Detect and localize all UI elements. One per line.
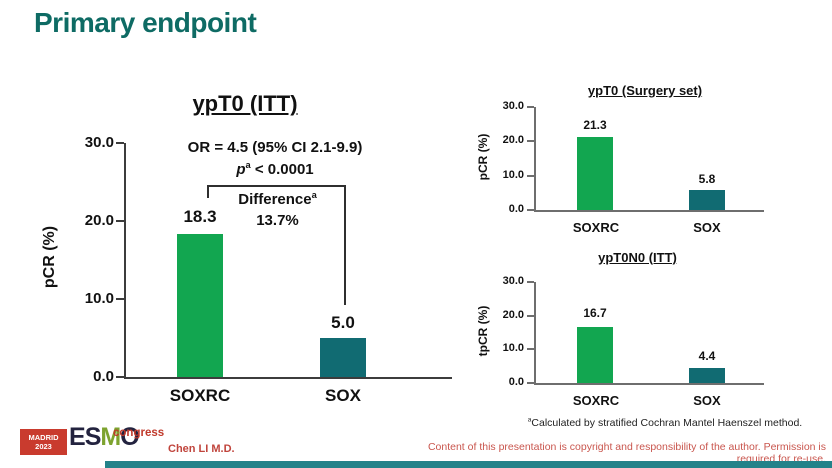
esmo-madrid-location: MADRID bbox=[28, 433, 59, 442]
ypt0n0-y-axis-label: tpCR (%) bbox=[476, 305, 490, 357]
esmo-letter-s: S bbox=[84, 423, 102, 451]
esmo-congress-label: congress bbox=[113, 427, 165, 439]
main-tick-mark-0 bbox=[116, 376, 124, 378]
p-superscript: a bbox=[245, 160, 251, 170]
surgery-tick-mark-20 bbox=[527, 140, 534, 142]
surgery-y-axis-label: pCR (%) bbox=[476, 133, 490, 181]
ypt0n0-y-tick-30: 30.0 bbox=[502, 275, 524, 287]
ypt0n0-x-axis-line bbox=[534, 383, 764, 385]
difference-superscript: a bbox=[311, 190, 317, 200]
surgery-y-tick-10: 10.0 bbox=[502, 169, 524, 181]
ypt0n0-tick-mark-10 bbox=[527, 348, 534, 350]
esmo-letter-m: M bbox=[100, 423, 121, 451]
difference-bracket-right-leg bbox=[344, 185, 346, 305]
surgery-bar-sox bbox=[689, 190, 725, 210]
surgery-chart-title: ypT0 (Surgery set) bbox=[587, 83, 703, 98]
footer-accent-bar bbox=[105, 461, 832, 468]
difference-bracket-left-leg bbox=[207, 185, 209, 198]
surgery-tick-mark-30 bbox=[527, 106, 534, 108]
esmo-madrid-year: 2023 bbox=[35, 442, 52, 451]
surgery-bar-value-soxrc: 21.3 bbox=[583, 118, 607, 132]
surgery-bar-value-sox: 5.8 bbox=[698, 172, 716, 186]
surgery-bar-soxrc bbox=[577, 136, 613, 210]
surgery-y-tick-0: 0.0 bbox=[508, 203, 524, 215]
surgery-x-axis-line bbox=[534, 210, 764, 212]
surgery-tick-mark-10 bbox=[527, 175, 534, 177]
odds-ratio-annotation: OR = 4.5 (95% CI 2.1-9.9) bbox=[187, 139, 363, 156]
footnote: aCalculated by stratified Cochran Mantel… bbox=[500, 417, 830, 429]
main-x-label-soxrc: SOXRC bbox=[169, 386, 231, 405]
surgery-x-label-sox: SOX bbox=[693, 220, 721, 235]
difference-bracket-top bbox=[207, 185, 346, 187]
ypt0n0-y-axis-line bbox=[534, 282, 536, 383]
main-y-tick-10: 10.0 bbox=[84, 290, 114, 307]
presenter-name: Chen LI M.D. bbox=[168, 443, 235, 455]
ypt0n0-x-label-sox: SOX bbox=[693, 393, 721, 408]
ypt0n0-tick-mark-0 bbox=[527, 382, 534, 384]
ypt0n0-x-label-soxrc: SOXRC bbox=[572, 393, 620, 408]
ypt0n0-bar-value-soxrc: 16.7 bbox=[583, 306, 607, 320]
esmo-letter-e: E bbox=[69, 423, 86, 451]
main-bar-value-sox: 5.0 bbox=[331, 313, 355, 332]
difference-label: Differencea bbox=[215, 190, 340, 208]
surgery-y-axis-line bbox=[534, 107, 536, 210]
ypt0n0-bar-soxrc bbox=[577, 326, 613, 383]
difference-value: 13.7% bbox=[256, 212, 299, 229]
main-x-axis-line bbox=[124, 377, 452, 379]
main-y-tick-0: 0.0 bbox=[93, 368, 114, 385]
ypt0n0-tick-mark-30 bbox=[527, 281, 534, 283]
main-y-axis-label: pCR (%) bbox=[41, 225, 58, 289]
main-tick-mark-30 bbox=[116, 142, 124, 144]
main-tick-mark-10 bbox=[116, 298, 124, 300]
ypt0n0-y-tick-20: 20.0 bbox=[502, 309, 524, 321]
p-value-text: < 0.0001 bbox=[250, 161, 314, 178]
ypt0n0-tick-mark-20 bbox=[527, 315, 534, 317]
main-y-tick-20: 20.0 bbox=[84, 212, 114, 229]
ypt0n0-bar-value-sox: 4.4 bbox=[698, 349, 716, 363]
surgery-x-label-soxrc: SOXRC bbox=[572, 220, 620, 235]
footnote-superscript: a bbox=[527, 416, 532, 424]
surgery-y-tick-30: 30.0 bbox=[502, 100, 524, 112]
p-value-annotation: pa < 0.0001 bbox=[150, 160, 400, 178]
surgery-y-tick-20: 20.0 bbox=[502, 134, 524, 146]
main-tick-mark-20 bbox=[116, 220, 124, 222]
main-x-label-sox: SOX bbox=[325, 386, 361, 405]
esmo-logo: ESMO bbox=[69, 423, 140, 452]
main-chart-title: ypT0 (ITT) bbox=[192, 91, 298, 116]
difference-text: Difference bbox=[238, 191, 312, 208]
ypt0n0-bar-sox bbox=[689, 368, 725, 383]
ypt0n0-y-tick-0: 0.0 bbox=[508, 376, 524, 388]
main-y-tick-30: 30.0 bbox=[84, 134, 114, 151]
main-bar-value-soxrc: 18.3 bbox=[183, 207, 217, 226]
main-y-axis-line bbox=[124, 143, 126, 377]
main-bar-soxrc bbox=[177, 234, 223, 377]
esmo-letter-o: O bbox=[120, 423, 139, 451]
footnote-text: Calculated by stratified Cochran Mantel … bbox=[531, 417, 803, 429]
ypt0n0-y-tick-10: 10.0 bbox=[502, 342, 524, 354]
surgery-tick-mark-0 bbox=[527, 209, 534, 211]
esmo-madrid-badge: MADRID 2023 bbox=[20, 429, 67, 455]
ypt0n0-chart-title: ypT0N0 (ITT) bbox=[598, 250, 677, 265]
p-label: p bbox=[236, 161, 246, 178]
page-title: Primary endpoint bbox=[34, 7, 257, 38]
main-bar-sox bbox=[320, 338, 366, 377]
